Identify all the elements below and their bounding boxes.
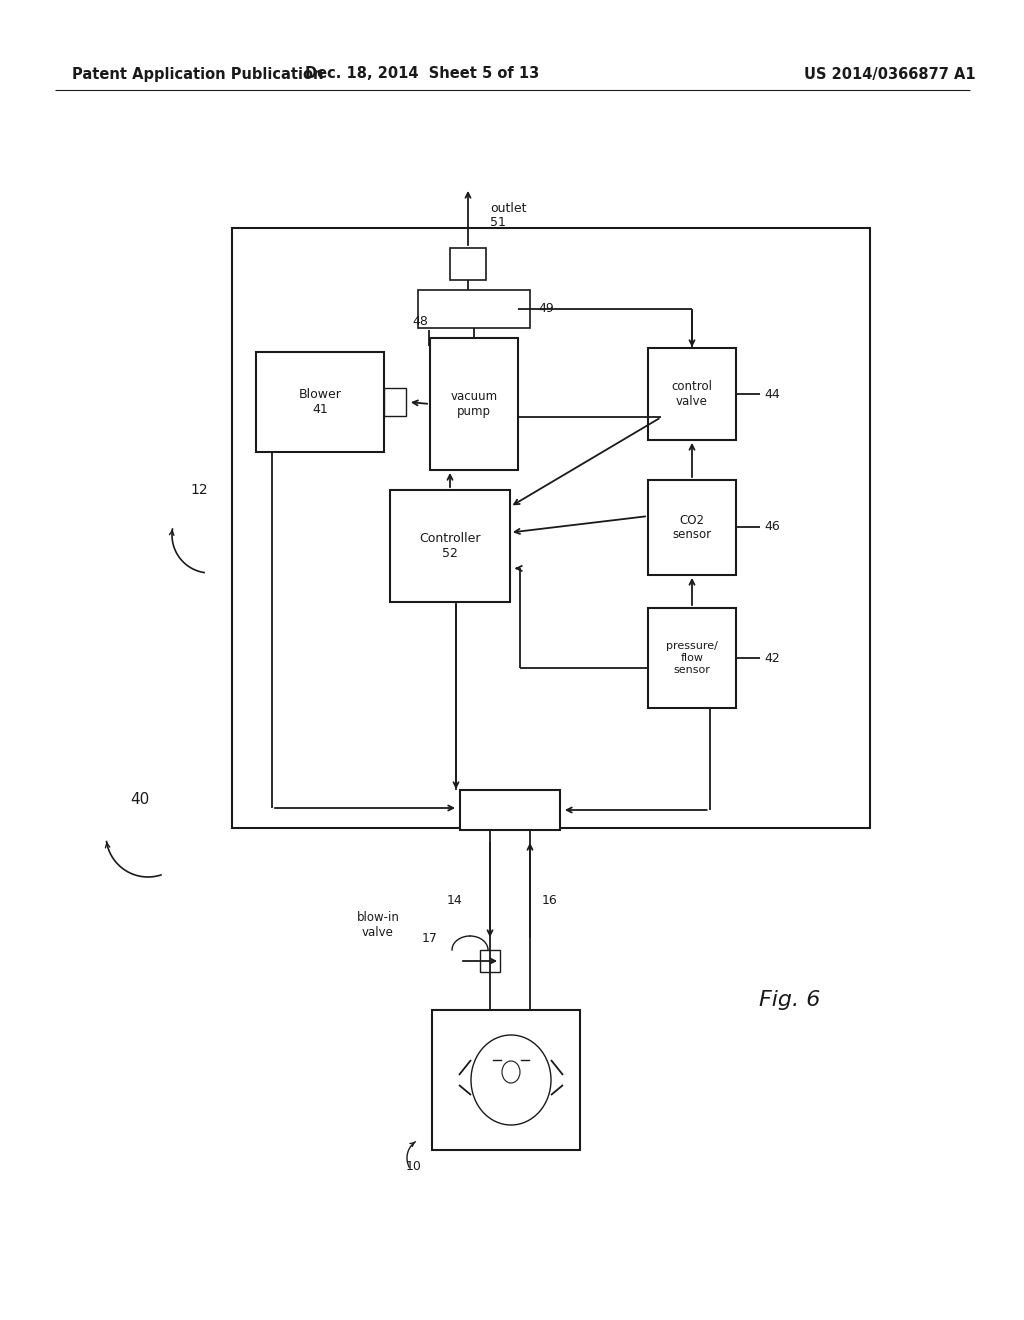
Bar — [418, 290, 530, 327]
Text: 12: 12 — [190, 483, 208, 498]
Text: 46: 46 — [764, 520, 779, 533]
Text: 40: 40 — [130, 792, 150, 808]
Text: outlet: outlet — [490, 202, 526, 214]
Bar — [232, 228, 870, 828]
Text: 10: 10 — [407, 1160, 422, 1173]
Text: Blower
41: Blower 41 — [299, 388, 341, 416]
Text: 16: 16 — [542, 894, 558, 907]
Text: 14: 14 — [446, 894, 462, 907]
Bar — [430, 338, 518, 470]
Text: Patent Application Publication: Patent Application Publication — [72, 66, 324, 82]
Bar — [460, 789, 560, 830]
Bar — [480, 950, 500, 972]
Bar — [384, 388, 406, 416]
Text: 48: 48 — [412, 315, 428, 327]
Text: 49: 49 — [538, 302, 554, 315]
Bar — [432, 1010, 580, 1150]
Bar — [390, 490, 510, 602]
Text: blow-in
valve: blow-in valve — [356, 911, 399, 939]
Text: pressure/
flow
sensor: pressure/ flow sensor — [666, 642, 718, 675]
Bar — [648, 348, 736, 440]
Text: control
valve: control valve — [672, 380, 713, 408]
Text: CO2
sensor: CO2 sensor — [673, 513, 712, 541]
Text: 51: 51 — [490, 215, 506, 228]
Bar — [450, 248, 486, 280]
Text: vacuum
pump: vacuum pump — [451, 389, 498, 418]
Text: US 2014/0366877 A1: US 2014/0366877 A1 — [804, 66, 976, 82]
Bar — [256, 352, 384, 451]
Text: 17: 17 — [422, 932, 438, 945]
Text: 44: 44 — [764, 388, 779, 400]
Bar — [648, 609, 736, 708]
Text: Controller
52: Controller 52 — [419, 532, 480, 560]
Text: 42: 42 — [764, 652, 779, 664]
Text: Fig. 6: Fig. 6 — [760, 990, 820, 1010]
Text: Dec. 18, 2014  Sheet 5 of 13: Dec. 18, 2014 Sheet 5 of 13 — [305, 66, 539, 82]
Bar — [648, 480, 736, 576]
